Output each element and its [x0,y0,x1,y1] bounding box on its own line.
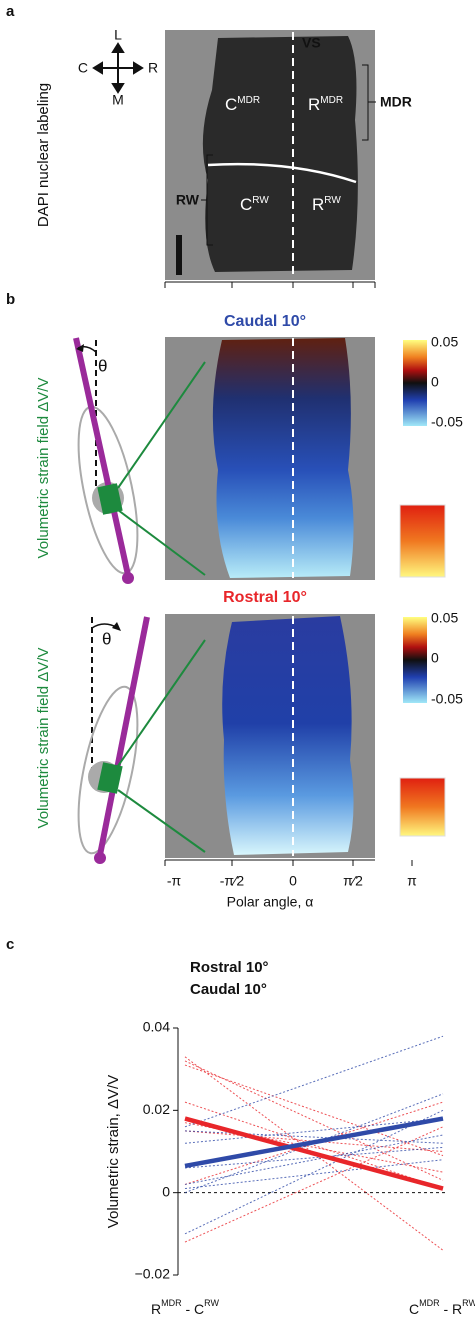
sample-line [184,1118,444,1144]
sample-line [184,1064,444,1157]
sample-line [184,1159,444,1190]
annotation: RW [176,192,200,208]
x-tick-label: CMDR - RRW [409,1298,475,1316]
colorbar-label: -0.05 [431,414,463,430]
y-tick-label: 0.04 [143,1019,170,1035]
angle-label: θ [102,629,111,648]
sample-line [184,1130,444,1144]
colorbar-label: -0.05 [431,691,463,707]
x-tick-label-part: MDR [419,1298,440,1308]
legend-label: Caudal 10° [190,981,267,998]
annotation: VS [302,35,321,51]
colorbar [403,340,427,426]
x-tick-label: π⁄2 [343,873,363,889]
panel-label: c [6,936,14,953]
y-tick-label: −0.02 [135,1266,171,1282]
compass-label: R [148,60,158,76]
mean-line [184,1116,444,1191]
probe-drawing [77,616,206,864]
x-tick-label: π [407,873,417,889]
axis [164,859,413,866]
boundary [207,162,357,184]
sample-line [184,1101,444,1190]
y-label: DAPI nuclear labeling [35,83,52,227]
colorbar-label: 0.05 [431,334,458,350]
x-tick-label-part: - C [182,1301,205,1317]
strain-map [212,338,354,578]
probe-drawing [73,337,206,584]
colorbar [403,617,427,703]
inset [399,504,446,578]
sample-line [184,1035,444,1128]
scale-bar [176,235,182,275]
compass-label: M [112,92,124,108]
panel-title: Caudal 10° [224,313,306,330]
y-tick-label: 0 [162,1183,170,1199]
axis [164,281,376,288]
sample-line [184,1060,444,1181]
angle-label: θ [98,356,107,375]
compass-label: C [78,60,88,76]
panel-title: Rostral 10° [223,589,307,606]
x-tick-label-part: MDR [161,1298,182,1308]
colorbar-label: 0.05 [431,610,458,626]
sample-line [184,1101,444,1185]
region-label: CRW [240,195,269,215]
x-tick-label: -π [167,873,182,889]
x-tick-label-part: RW [462,1298,475,1308]
region-label: RRW [312,195,341,215]
y-label: Volumetric strain field ΔV/V [35,378,52,559]
x-tick-label-part: R [151,1301,161,1317]
panel-label: a [6,3,15,20]
y-label: Volumetric strain, ΔV/V [105,1075,122,1228]
strain-map [222,616,354,855]
colorbar-label: 0 [431,650,439,666]
colorbar-label: 0 [431,374,439,390]
sample-line [184,1146,444,1169]
x-label: Polar angle, α [227,894,314,910]
compass-label: L [114,27,122,43]
annotation: MDR [380,94,412,110]
inset [399,777,446,837]
region-label: CMDR [225,95,260,115]
y-tick-label: 0.02 [143,1101,170,1117]
x-tick-label: -π⁄2 [220,873,245,889]
region-label: RMDR [308,95,343,115]
x-tick-label-part: C [409,1301,419,1317]
chart: −0.02 0 0.02 0.04 Volumetric strain, ΔV/V Ros… [105,959,475,1317]
bracket [201,154,213,246]
bracket [362,64,376,141]
x-tick-label: 0 [289,873,297,889]
x-tick-label-part: - R [440,1301,463,1317]
x-tick-label: RMDR - CRW [151,1298,220,1316]
compass [92,42,144,94]
panel-label: b [6,291,15,308]
mean-line [184,1116,444,1169]
x-tick-label-part: RW [204,1298,219,1308]
legend-label: Rostral 10° [190,959,269,976]
tissue [202,36,358,272]
y-label: Volumetric strain field ΔV/V [35,648,52,829]
sample-line [184,1126,444,1243]
